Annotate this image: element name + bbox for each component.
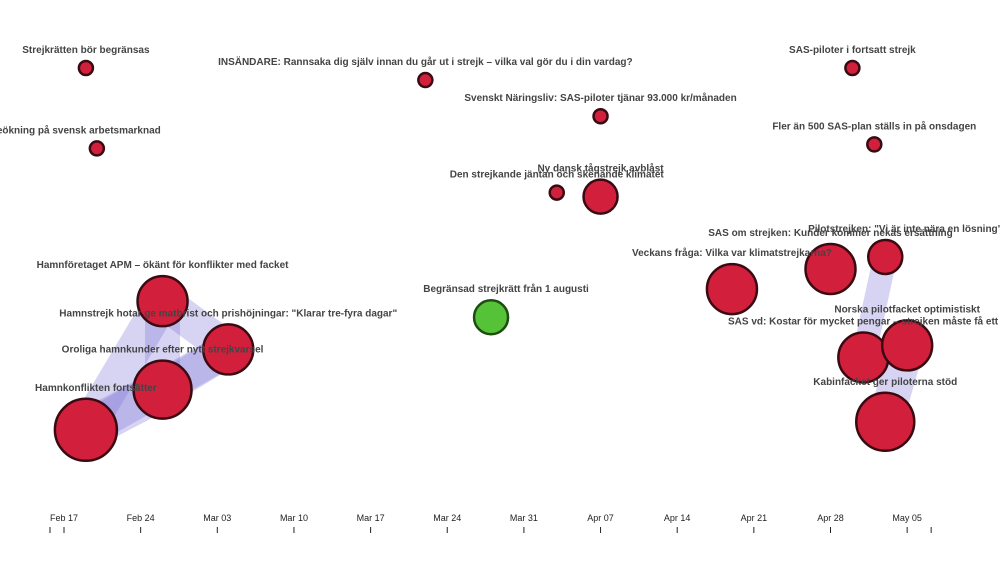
x-tick-label: Apr 14 — [664, 513, 691, 523]
point-p17[interactable] — [837, 331, 890, 384]
point-label-p17: SAS vd: Kostar för mycket pengar – strej… — [728, 315, 1000, 327]
x-tick-label: Feb 17 — [50, 513, 78, 523]
point-p2[interactable] — [88, 140, 106, 157]
point-label-p10: Den strejkande jäntan och skenande klima… — [450, 170, 665, 181]
point-p5[interactable] — [202, 323, 255, 376]
x-tick-label: Mar 24 — [433, 513, 461, 523]
x-tick-label: Mar 31 — [510, 513, 538, 523]
point-p16[interactable] — [867, 238, 904, 276]
point-p6[interactable] — [132, 359, 193, 420]
point-label-p18: Norska pilotfacket optimistiskt — [834, 304, 980, 315]
point-label-p19: Kabinfacket ger piloterna stöd — [813, 377, 957, 388]
point-label-p5: Hamnstrejk hotar ge matbrist och prishöj… — [59, 308, 397, 319]
x-tick-label: Apr 07 — [587, 513, 614, 523]
point-label-p11: Ny dansk tågstrejk avblåst — [537, 163, 664, 175]
point-label-p15: SAS om strejken: Kunder kommer nekas ers… — [708, 228, 953, 239]
x-tick-label: Apr 21 — [741, 513, 768, 523]
point-p10[interactable] — [548, 184, 565, 201]
point-p7[interactable] — [417, 71, 434, 89]
point-label-p16: Pilotstrejken: "Vi är inte nära en lösni… — [808, 224, 1000, 235]
point-p14[interactable] — [866, 136, 883, 153]
point-p15[interactable] — [804, 242, 857, 296]
point-p1[interactable] — [77, 59, 95, 77]
point-label-p14: Fler än 500 SAS-plan ställs in på onsdag… — [772, 120, 976, 132]
point-label-p12: Veckans fråga: Vilka var klimatstrejkarn… — [632, 247, 832, 259]
point-p12[interactable] — [705, 262, 759, 316]
x-tick-label: Mar 10 — [280, 513, 308, 523]
point-label-p6: Oroliga hamnkunder efter nytt strejkvars… — [62, 345, 264, 356]
point-label-p7: INSÄNDARE: Rannsaka dig själv innan du g… — [218, 55, 633, 68]
x-tick-label: Apr 28 — [817, 513, 844, 523]
x-tick-label: May 05 — [892, 513, 922, 523]
point-p18[interactable] — [880, 319, 934, 372]
point-label-p13: SAS-piloter i fortsatt strejk — [789, 45, 916, 56]
point-p4[interactable] — [136, 274, 189, 328]
labels-layer: Strejkrätten bör begränsas stabil löneökn… — [0, 45, 1000, 394]
x-axis: Feb 17 Feb 24 Mar 03 Mar 10 Mar 17 Mar 24 Mar … — [49, 513, 932, 533]
point-label-p1: Strejkrätten bör begränsas — [22, 45, 150, 56]
point-label-p8: Begränsad strejkrätt från 1 augusti — [423, 283, 589, 295]
point-p8[interactable] — [472, 298, 510, 336]
x-tick-label: Mar 17 — [357, 513, 385, 523]
x-tick-label: Mar 03 — [203, 513, 231, 523]
point-p9[interactable] — [592, 107, 609, 125]
point-p11[interactable] — [582, 178, 619, 215]
point-p19[interactable] — [855, 391, 916, 453]
point-p3[interactable] — [53, 397, 119, 463]
point-label-p4: Hamnföretaget APM – ökänt för konflikter… — [37, 260, 290, 271]
point-label-p2: stabil löneökning på svensk arbetsmarkna… — [0, 124, 161, 136]
point-label-p9: Svenskt Näringsliv: SAS-piloter tjänar 9… — [464, 92, 736, 104]
point-label-p3: Hamnkonflikten fortsätter — [35, 383, 157, 394]
point-p13[interactable] — [844, 59, 861, 77]
x-tick-label: Feb 24 — [127, 513, 155, 523]
points-layer — [53, 59, 934, 463]
